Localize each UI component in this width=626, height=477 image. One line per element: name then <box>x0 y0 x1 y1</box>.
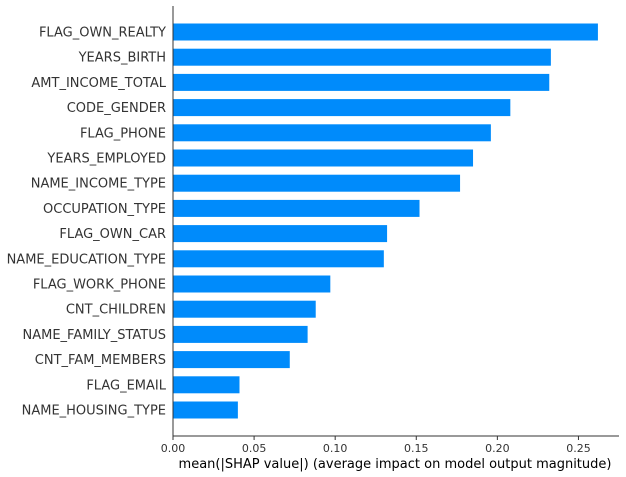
category-label: FLAG_PHONE <box>80 126 166 141</box>
bar-code-gender <box>173 99 511 117</box>
bar-flag-own-car <box>173 225 388 243</box>
category-label: AMT_INCOME_TOTAL <box>31 76 166 91</box>
category-label: NAME_FAMILY_STATUS <box>22 328 166 343</box>
category-label: CNT_CHILDREN <box>66 303 166 318</box>
bar-years-birth <box>173 48 551 66</box>
category-label: NAME_HOUSING_TYPE <box>22 404 166 419</box>
bar-name-family-status <box>173 325 308 343</box>
x-tick-label: 0.25 <box>566 442 591 455</box>
bar-flag-phone <box>173 124 491 142</box>
x-ticks: 0.00 0.05 0.10 0.15 0.20 0.25 <box>161 436 591 455</box>
bar-name-housing-type <box>173 401 238 419</box>
x-tick-label: 0.00 <box>161 442 186 455</box>
x-tick-label: 0.20 <box>485 442 510 455</box>
bar-cnt-fam-members <box>173 351 290 369</box>
category-label: YEARS_EMPLOYED <box>46 152 166 167</box>
bars-group <box>173 23 598 419</box>
bar-name-education-type <box>173 250 384 268</box>
category-label: CODE_GENDER <box>67 101 166 116</box>
category-label: NAME_INCOME_TYPE <box>31 177 166 192</box>
category-label: NAME_EDUCATION_TYPE <box>7 252 166 267</box>
category-label: FLAG_EMAIL <box>86 378 166 393</box>
category-label: CNT_FAM_MEMBERS <box>35 353 166 368</box>
category-label: FLAG_OWN_CAR <box>59 227 166 242</box>
bar-years-employed <box>173 149 474 167</box>
x-axis-label: mean(|SHAP value|) (average impact on mo… <box>179 457 612 472</box>
category-label: YEARS_BIRTH <box>78 51 166 66</box>
x-tick-label: 0.05 <box>242 442 267 455</box>
x-tick-label: 0.15 <box>404 442 429 455</box>
bar-flag-work-phone <box>173 275 331 293</box>
bar-name-income-type <box>173 174 461 192</box>
category-label: FLAG_OWN_REALTY <box>39 26 166 41</box>
category-label: FLAG_WORK_PHONE <box>33 278 166 293</box>
category-label: OCCUPATION_TYPE <box>43 202 166 217</box>
bar-occupation-type <box>173 199 420 217</box>
x-tick-label: 0.10 <box>323 442 348 455</box>
bar-amt-income-total <box>173 73 550 91</box>
bar-cnt-children <box>173 300 316 318</box>
category-labels: FLAG_OWN_REALTY YEARS_BIRTH AMT_INCOME_TOT… <box>7 26 167 419</box>
bar-flag-own-realty <box>173 23 598 41</box>
bar-flag-email <box>173 376 240 394</box>
